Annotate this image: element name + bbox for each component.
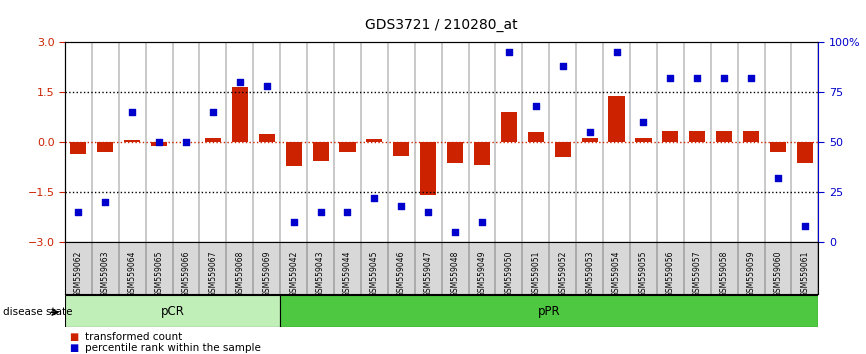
Bar <box>662 131 678 143</box>
Bar <box>259 134 275 143</box>
Bar <box>366 139 383 143</box>
Text: GSM559045: GSM559045 <box>370 250 379 297</box>
Text: GSM559042: GSM559042 <box>289 250 298 297</box>
Point <box>367 196 381 201</box>
Bar <box>689 131 705 143</box>
Text: GSM559057: GSM559057 <box>693 250 701 297</box>
Bar <box>501 112 517 143</box>
Bar <box>281 295 818 327</box>
Text: GSM559051: GSM559051 <box>532 250 540 297</box>
Text: GSM559047: GSM559047 <box>423 250 433 297</box>
Bar <box>393 143 410 156</box>
Text: transformed count: transformed count <box>85 332 182 342</box>
Point <box>152 140 166 145</box>
Text: GSM559065: GSM559065 <box>155 250 164 297</box>
Point <box>260 84 274 89</box>
Text: GSM559069: GSM559069 <box>262 250 271 297</box>
Text: GSM559048: GSM559048 <box>450 250 460 297</box>
Bar <box>527 132 544 143</box>
Point <box>421 210 435 215</box>
Text: GSM559063: GSM559063 <box>100 250 110 297</box>
Bar <box>313 143 328 161</box>
Point <box>690 76 704 81</box>
Text: GDS3721 / 210280_at: GDS3721 / 210280_at <box>365 18 518 32</box>
Point <box>313 210 327 215</box>
Bar <box>205 138 221 143</box>
Point <box>179 140 193 145</box>
Point <box>583 130 597 135</box>
Point <box>72 210 86 215</box>
Bar <box>636 138 651 143</box>
Text: pPR: pPR <box>538 305 560 318</box>
Bar <box>70 143 87 154</box>
Point <box>637 120 650 125</box>
Text: GSM559050: GSM559050 <box>504 250 514 297</box>
Point <box>556 64 570 69</box>
Point <box>99 200 113 205</box>
Point <box>717 76 731 81</box>
Point <box>798 224 811 229</box>
Text: GSM559060: GSM559060 <box>773 250 783 297</box>
Bar <box>770 143 786 152</box>
Bar <box>65 295 281 327</box>
Point <box>771 176 785 181</box>
Text: GSM559062: GSM559062 <box>74 250 83 297</box>
Point <box>233 80 247 85</box>
Point <box>529 104 543 109</box>
Bar <box>582 138 598 143</box>
Point <box>206 110 220 115</box>
Point <box>610 50 624 55</box>
Bar <box>797 143 813 163</box>
Text: ■: ■ <box>69 343 79 353</box>
Bar <box>420 143 436 195</box>
Bar <box>447 143 463 163</box>
Bar <box>743 131 759 143</box>
Text: GSM559052: GSM559052 <box>559 250 567 297</box>
Point <box>126 110 139 115</box>
Text: disease state: disease state <box>3 307 72 317</box>
Bar <box>609 97 624 143</box>
Point <box>475 219 489 225</box>
Text: percentile rank within the sample: percentile rank within the sample <box>85 343 261 353</box>
Text: GSM559061: GSM559061 <box>800 250 810 297</box>
Text: GSM559066: GSM559066 <box>182 250 191 297</box>
Point <box>449 230 462 235</box>
Point <box>287 219 301 225</box>
Bar <box>339 143 356 153</box>
Bar <box>232 87 248 143</box>
Text: GSM559055: GSM559055 <box>639 250 648 297</box>
Bar <box>716 131 733 143</box>
Text: pCR: pCR <box>161 305 184 318</box>
Point <box>340 210 354 215</box>
Text: GSM559056: GSM559056 <box>666 250 675 297</box>
Bar <box>97 143 113 152</box>
Bar <box>151 143 167 147</box>
Point <box>744 76 758 81</box>
Text: ■: ■ <box>69 332 79 342</box>
Bar <box>286 143 301 166</box>
Text: GSM559044: GSM559044 <box>343 250 352 297</box>
Text: GSM559068: GSM559068 <box>236 250 244 297</box>
Point <box>502 50 516 55</box>
Bar <box>124 140 140 143</box>
Point <box>663 76 677 81</box>
Text: GSM559058: GSM559058 <box>720 250 728 297</box>
Text: GSM559053: GSM559053 <box>585 250 594 297</box>
Text: GSM559059: GSM559059 <box>746 250 756 297</box>
Text: GSM559054: GSM559054 <box>612 250 621 297</box>
Text: GSM559043: GSM559043 <box>316 250 325 297</box>
Point <box>394 204 408 209</box>
Text: GSM559046: GSM559046 <box>397 250 406 297</box>
Text: GSM559067: GSM559067 <box>209 250 217 297</box>
Text: GSM559049: GSM559049 <box>477 250 487 297</box>
Text: GSM559064: GSM559064 <box>127 250 137 297</box>
Bar <box>554 143 571 158</box>
Bar <box>474 143 490 165</box>
